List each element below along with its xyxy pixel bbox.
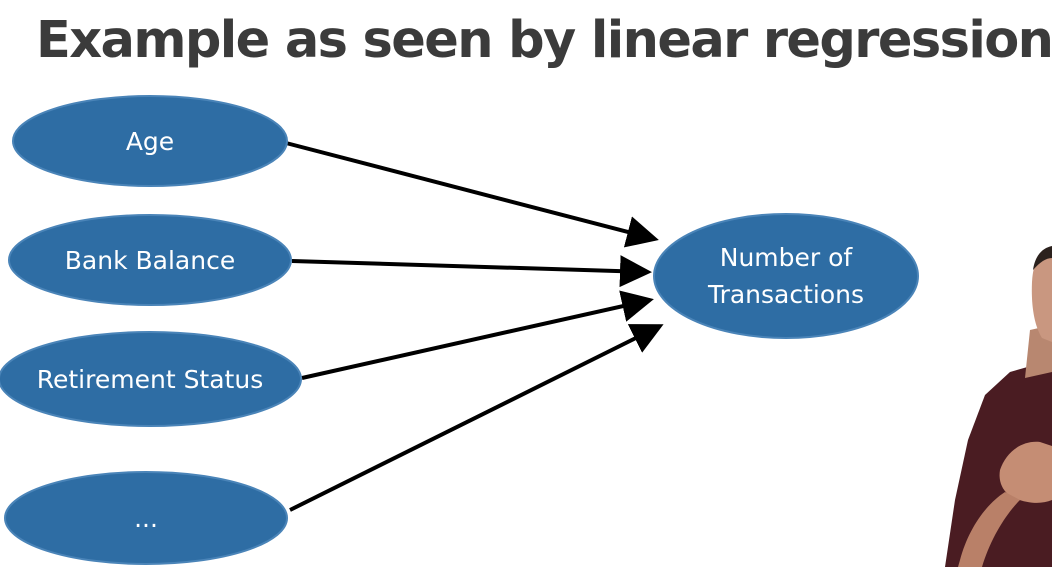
arrow-bank-balance-to-output xyxy=(291,255,652,288)
input-node-ellipsis: ... xyxy=(4,471,288,565)
input-node-retirement-status: Retirement Status xyxy=(0,331,302,427)
input-node-retirement-status-shape xyxy=(0,331,302,427)
input-node-ellipsis-shape xyxy=(4,471,288,565)
input-node-bank-balance-label: Bank Balance xyxy=(65,246,235,275)
output-node-number-of-transactions: Number of Transactions xyxy=(653,213,919,339)
input-node-retirement-status-label: Retirement Status xyxy=(37,365,263,394)
input-node-ellipsis-label: ... xyxy=(134,504,158,533)
arrow-ellipsis-to-output xyxy=(289,324,664,512)
presenter-hair xyxy=(1033,246,1052,270)
arrow-retirement-status-to-output xyxy=(301,290,654,380)
slide-title: Example as seen by linear regression xyxy=(36,11,1052,70)
presenter-head xyxy=(1031,248,1052,342)
input-node-age: Age xyxy=(12,95,288,187)
input-node-bank-balance: Bank Balance xyxy=(8,214,292,306)
input-node-bank-balance-shape xyxy=(8,214,292,306)
presenter-shirt xyxy=(945,360,1052,567)
output-node-shape xyxy=(653,213,919,339)
presenter-forearm xyxy=(958,492,1020,567)
input-node-age-label: Age xyxy=(126,127,174,156)
output-node-label-line2: Transactions xyxy=(707,280,864,309)
output-node-label-line1: Number of xyxy=(720,243,854,272)
input-node-age-shape xyxy=(12,95,288,187)
presenter-hand xyxy=(999,441,1052,503)
arrow-age-to-output xyxy=(285,141,659,248)
